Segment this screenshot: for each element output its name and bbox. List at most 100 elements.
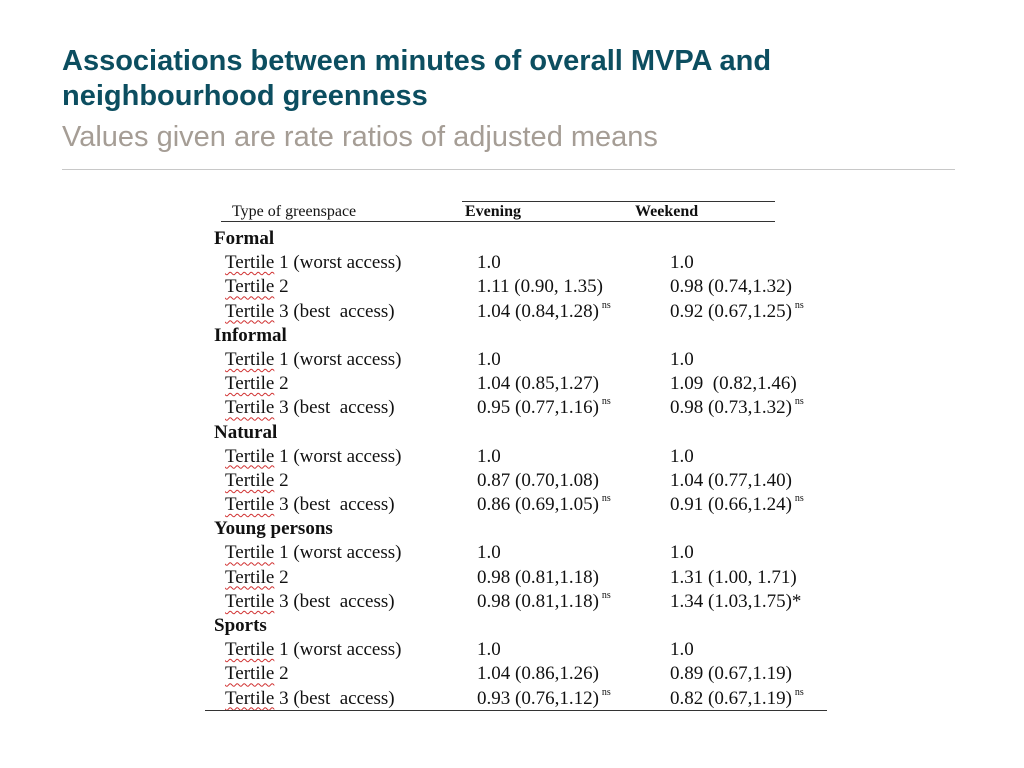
section-label: Informal	[214, 324, 287, 346]
tertile-description: 3 (best access)	[274, 397, 395, 419]
slide-title-line-2: neighbourhood greenness	[62, 80, 428, 112]
row-label: Tertile 1 (worst access)	[225, 445, 401, 469]
row-label: Tertile 2	[225, 566, 289, 590]
significance-mark: ns	[794, 396, 804, 408]
weekend-cell-value: 1.0	[670, 445, 694, 467]
tertile-word: Tertile	[225, 494, 275, 516]
weekend-cell: 0.91 (0.66,1.24) ns	[670, 493, 804, 517]
row-label: Tertile 1 (worst access)	[225, 348, 401, 372]
evening-cell: 1.0	[477, 251, 501, 275]
tertile-description: 3 (best access)	[274, 300, 395, 322]
table-row: Tertile 1 (worst access) 1.0 1.0	[205, 348, 827, 372]
tertile-description: 2	[274, 566, 289, 588]
weekend-cell: 1.0	[670, 348, 694, 372]
tertile-word: Tertile	[225, 687, 275, 709]
weekend-cell-value: 1.09 (0.82,1.46)	[670, 373, 797, 395]
significance-mark: ns	[601, 396, 611, 408]
tertile-word: Tertile	[225, 252, 275, 274]
evening-cell-value: 0.98 (0.81,1.18)	[477, 566, 599, 588]
significance-mark: ns	[601, 589, 611, 601]
evening-cell-value: 1.0	[477, 542, 501, 564]
table-row: Tertile 3 (best access) 0.93 (0.76,1.12) n…	[205, 687, 827, 711]
evening-cell-value: 1.11 (0.90, 1.35)	[477, 276, 603, 298]
section-label: Natural	[214, 421, 278, 443]
weekend-cell: 1.0	[670, 445, 694, 469]
evening-cell: 1.0	[477, 541, 501, 565]
weekend-cell-value: 0.98 (0.73,1.32)	[670, 397, 792, 419]
table-row: Tertile 2 1.04 (0.85,1.27) 1.09 (0.82,1.46…	[205, 372, 827, 396]
evening-cell: 1.11 (0.90, 1.35)	[477, 275, 603, 299]
slide-title: Associations between minutes of overall …	[62, 44, 962, 114]
table-row: Tertile 1 (worst access) 1.0 1.0	[205, 445, 827, 469]
header-type-of-greenspace: Type of greenspace	[232, 203, 357, 220]
significance-mark: ns	[601, 686, 611, 698]
table-row: Tertile 1 (worst access) 1.0 1.0	[205, 251, 827, 275]
weekend-cell-value: 1.34 (1.03,1.75)*	[670, 590, 802, 612]
evening-cell-value: 1.0	[477, 445, 501, 467]
weekend-cell: 1.0	[670, 638, 694, 662]
weekend-cell: 1.34 (1.03,1.75)*	[670, 590, 801, 614]
tertile-description: 3 (best access)	[274, 687, 395, 709]
evening-cell: 1.0	[477, 445, 501, 469]
evening-cell-value: 1.04 (0.86,1.26)	[477, 663, 599, 685]
tertile-word: Tertile	[225, 276, 275, 298]
evening-cell-value: 1.04 (0.85,1.27)	[477, 373, 599, 395]
evening-cell: 0.93 (0.76,1.12) ns	[477, 687, 611, 711]
row-label: Tertile 2	[225, 662, 289, 686]
table-row: Tertile 2 0.87 (0.70,1.08) 1.04 (0.77,1.40…	[205, 469, 827, 493]
weekend-cell: 1.31 (1.00, 1.71)	[670, 566, 797, 590]
tertile-word: Tertile	[225, 566, 275, 588]
weekend-cell: 1.04 (0.77,1.40)	[670, 469, 792, 493]
table-header: Type of greenspace Evening Weekend	[221, 201, 775, 222]
weekend-cell: 0.92 (0.67,1.25) ns	[670, 300, 804, 324]
tertile-word: Tertile	[225, 300, 275, 322]
slide-subtitle: Values given are rate ratios of adjusted…	[62, 121, 658, 153]
header-evening: Evening	[465, 203, 522, 220]
evening-cell-value: 1.0	[477, 348, 501, 370]
tertile-word: Tertile	[225, 348, 275, 370]
row-label: Tertile 1 (worst access)	[225, 251, 401, 275]
tertile-word: Tertile	[225, 639, 275, 661]
evening-cell-value: 1.0	[477, 639, 501, 661]
tertile-description: 2	[274, 663, 289, 685]
weekend-cell-value: 0.89 (0.67,1.19)	[670, 663, 792, 685]
header-bottom-rule	[221, 221, 775, 222]
tertile-word: Tertile	[225, 373, 275, 395]
weekend-cell-value: 1.0	[670, 348, 694, 370]
header-weekend: Weekend	[635, 203, 699, 220]
tertile-description: 3 (best access)	[274, 590, 395, 612]
row-label: Tertile 1 (worst access)	[225, 638, 401, 662]
evening-cell-value: 1.0	[477, 252, 501, 274]
row-label: Tertile 3 (best access)	[225, 590, 395, 614]
evening-cell: 0.98 (0.81,1.18) ns	[477, 590, 611, 614]
weekend-cell-value: 0.91 (0.66,1.24)	[670, 494, 792, 516]
tertile-word: Tertile	[225, 542, 275, 564]
evening-cell: 1.04 (0.85,1.27)	[477, 372, 599, 396]
row-label: Tertile 3 (best access)	[225, 493, 395, 517]
tertile-description: 1 (worst access)	[274, 348, 402, 370]
weekend-cell-value: 0.92 (0.67,1.25)	[670, 300, 792, 322]
tertile-word: Tertile	[225, 397, 275, 419]
header-top-rule	[462, 201, 775, 202]
tertile-description: 2	[274, 469, 289, 491]
tertile-word: Tertile	[225, 663, 275, 685]
evening-cell-value: 0.98 (0.81,1.18)	[477, 590, 599, 612]
table-row: Tertile 1 (worst access) 1.0 1.0	[205, 541, 827, 565]
evening-cell: 0.87 (0.70,1.08)	[477, 469, 599, 493]
tertile-word: Tertile	[225, 469, 275, 491]
weekend-cell: 1.0	[670, 251, 694, 275]
significance-mark: ns	[601, 493, 611, 505]
weekend-cell-value: 1.31 (1.00, 1.71)	[670, 566, 797, 588]
tertile-description: 1 (worst access)	[274, 639, 402, 661]
row-label: Tertile 2	[225, 372, 289, 396]
evening-cell-value: 0.95 (0.77,1.16)	[477, 397, 599, 419]
row-label: Tertile 1 (worst access)	[225, 541, 401, 565]
tertile-description: 2	[274, 276, 289, 298]
weekend-cell: 0.98 (0.73,1.32) ns	[670, 396, 804, 420]
row-label: Tertile 3 (best access)	[225, 300, 395, 324]
table-row: Tertile 2 0.98 (0.81,1.18) 1.31 (1.00, 1.7…	[205, 566, 827, 590]
tertile-word: Tertile	[225, 590, 275, 612]
weekend-cell-value: 1.0	[670, 252, 694, 274]
tertile-word: Tertile	[225, 445, 275, 467]
table-row: Tertile 2 1.11 (0.90, 1.35) 0.98 (0.74,1.3…	[205, 275, 827, 299]
